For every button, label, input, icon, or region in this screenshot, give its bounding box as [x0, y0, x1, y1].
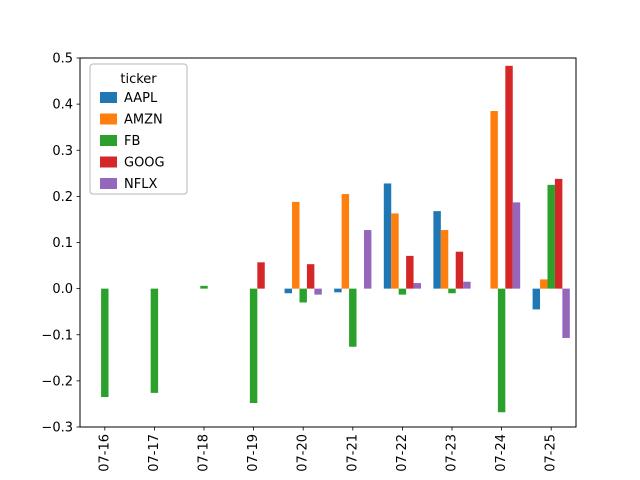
bar-nflx-07-25: [562, 288, 570, 338]
x-tick-label: 07-21: [345, 434, 360, 472]
bar-fb-07-25: [547, 184, 555, 289]
bar-amzn-07-23: [440, 230, 449, 289]
legend-swatch-amzn: [100, 113, 117, 125]
bar-nflx-07-22: [413, 283, 421, 289]
bar-goog-07-19: [257, 262, 265, 289]
bar-aapl-07-21: [334, 288, 342, 293]
bar-goog-07-20: [306, 264, 315, 289]
y-tick-label: −0.1: [41, 328, 73, 343]
bar-amzn-07-25: [540, 279, 548, 289]
legend-swatch-nflx: [100, 178, 117, 189]
axes-frame: [79, 57, 577, 428]
bar-aapl-07-22: [383, 183, 392, 289]
x-tick-label: 07-17: [147, 434, 162, 472]
legend-swatch-goog: [100, 156, 117, 168]
legend-label-amzn: AMZN: [124, 113, 163, 128]
bar-aapl-07-23: [433, 211, 441, 289]
y-tick-label: 0.2: [52, 190, 73, 205]
y-tick-label: 0.3: [52, 144, 73, 159]
x-tick-label: 07-24: [494, 434, 509, 472]
bar-aapl-07-25: [532, 288, 541, 310]
bar-amzn-07-20: [292, 201, 300, 289]
x-tick-label: 07-18: [197, 434, 212, 472]
y-tick-label: 0.5: [52, 52, 73, 67]
x-tick-label: 07-16: [97, 434, 112, 472]
bar-nflx-07-21: [363, 230, 372, 289]
bar-fb-07-17: [150, 288, 159, 393]
legend-label-aapl: AAPL: [124, 91, 158, 106]
y-tick-label: 0.1: [52, 236, 73, 251]
bar-fb-07-19: [249, 288, 258, 404]
legend-title: ticker: [120, 72, 157, 87]
bar-nflx-07-23: [463, 281, 471, 289]
bar-amzn-07-24: [490, 111, 498, 289]
bar-amzn-07-22: [391, 213, 399, 289]
bar-goog-07-25: [554, 178, 563, 289]
bar-fb-07-23: [448, 288, 456, 294]
bar-fb-07-20: [299, 288, 307, 303]
bar-amzn-07-21: [341, 194, 350, 289]
bar-nflx-07-24: [512, 202, 521, 289]
bar-fb-07-18: [200, 285, 208, 289]
x-tick-label: 07-22: [395, 434, 410, 472]
bar-fb-07-16: [101, 288, 109, 398]
bar-fb-07-21: [349, 288, 357, 347]
x-tick-label: 07-19: [246, 434, 261, 472]
y-tick-label: 0.4: [52, 98, 73, 113]
bar-nflx-07-20: [314, 288, 322, 295]
x-tick-label: 07-23: [445, 434, 460, 472]
x-tick-label: 07-20: [296, 434, 311, 472]
x-tick-label: 07-25: [544, 434, 559, 472]
bar-goog-07-22: [406, 255, 414, 289]
bar-goog-07-23: [455, 251, 464, 289]
legend-label-fb: FB: [124, 134, 140, 149]
bar-fb-07-22: [398, 288, 407, 295]
y-tick-label: −0.3: [41, 421, 73, 436]
legend-swatch-aapl: [100, 92, 117, 103]
legend-label-goog: GOOG: [124, 156, 165, 171]
bar-aapl-07-20: [284, 288, 293, 294]
bar-goog-07-24: [505, 65, 513, 289]
y-tick-label: −0.2: [41, 374, 73, 389]
y-tick-label: 0.0: [52, 282, 73, 297]
bar-fb-07-24: [497, 288, 506, 413]
legend-swatch-fb: [100, 135, 117, 146]
legend-label-nflx: NFLX: [124, 177, 157, 192]
